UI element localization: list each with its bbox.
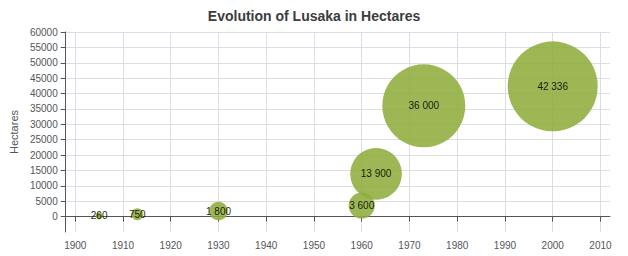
svg-text:1930: 1930 [207, 240, 230, 251]
svg-text:1900: 1900 [64, 240, 87, 251]
svg-text:42 336: 42 336 [537, 81, 568, 92]
svg-text:2000: 2000 [542, 240, 565, 251]
svg-text:1920: 1920 [160, 240, 183, 251]
svg-text:1940: 1940 [255, 240, 278, 251]
svg-text:1910: 1910 [112, 240, 135, 251]
svg-text:750: 750 [129, 209, 146, 220]
svg-text:10000: 10000 [30, 180, 58, 191]
svg-text:55000: 55000 [30, 42, 58, 53]
svg-text:260: 260 [91, 210, 108, 221]
svg-text:35000: 35000 [30, 103, 58, 114]
svg-text:50000: 50000 [30, 57, 58, 68]
svg-text:0: 0 [52, 211, 58, 222]
svg-text:1 800: 1 800 [206, 206, 231, 217]
svg-text:45000: 45000 [30, 73, 58, 84]
svg-text:40000: 40000 [30, 88, 58, 99]
svg-text:13 900: 13 900 [361, 168, 392, 179]
svg-text:Hectares: Hectares [8, 109, 20, 154]
svg-text:2010: 2010 [589, 240, 612, 251]
svg-text:30000: 30000 [30, 119, 58, 130]
svg-text:1970: 1970 [398, 240, 421, 251]
svg-text:25000: 25000 [30, 134, 58, 145]
svg-text:20000: 20000 [30, 150, 58, 161]
svg-text:5000: 5000 [35, 196, 58, 207]
svg-text:1950: 1950 [303, 240, 326, 251]
svg-text:3 600: 3 600 [349, 200, 374, 211]
svg-text:36 000: 36 000 [408, 100, 439, 111]
svg-text:Evolution of Lusaka in Hectare: Evolution of Lusaka in Hectares [208, 8, 421, 24]
svg-text:15000: 15000 [30, 165, 58, 176]
svg-text:1980: 1980 [446, 240, 469, 251]
svg-text:60000: 60000 [30, 27, 58, 38]
svg-text:1960: 1960 [351, 240, 374, 251]
svg-text:1990: 1990 [494, 240, 517, 251]
